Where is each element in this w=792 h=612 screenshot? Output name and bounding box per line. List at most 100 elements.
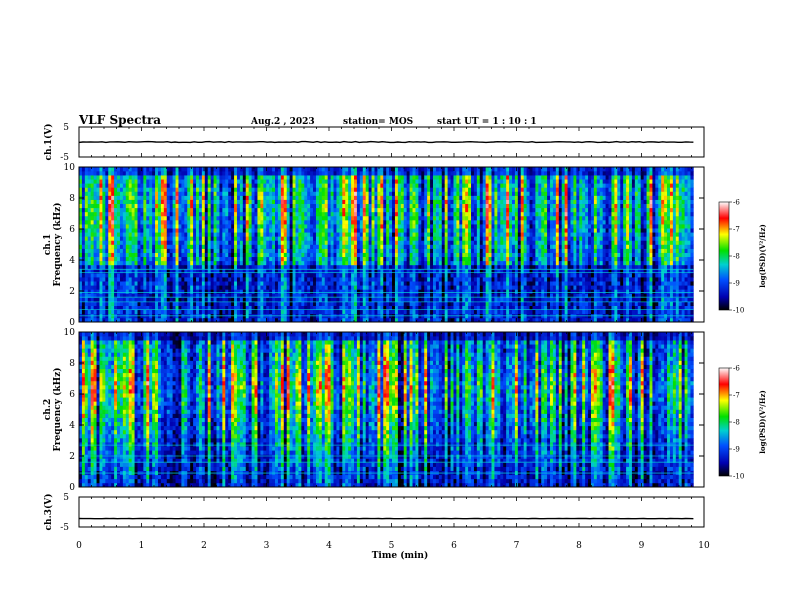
ch1-spectrogram-cell [392, 215, 396, 221]
ch1-spectrogram-cell [266, 199, 270, 205]
ch1-spectrogram-cell [190, 244, 194, 249]
ch1-spectrogram-cell [251, 268, 255, 274]
ch1-spectrogram-cell [380, 273, 384, 278]
ch1-spectrogram-cell [403, 179, 407, 184]
ch1-spectrogram-cell [210, 195, 214, 200]
ch1-spectrogram-cell [169, 236, 173, 241]
ch1-spectrogram-cell [400, 289, 405, 294]
ch1-spectrogram-cell [140, 248, 144, 253]
ch1-spectrogram-cell [336, 240, 340, 245]
ch1-spectrogram-cell [152, 240, 156, 245]
ch1-spectrogram-cell [175, 268, 179, 274]
ch1-spectrogram-cell [351, 215, 355, 221]
ch1-spectrogram-cell [105, 211, 109, 217]
ch1-spectrogram-cell [377, 207, 381, 213]
ch1-spectrogram-cell [301, 293, 305, 298]
ch1-spectrogram-cell [427, 175, 431, 180]
ch1-spectrogram-cell [450, 220, 454, 225]
ch1-spectrogram-cell [108, 236, 112, 241]
ch1-spectrogram-cell [137, 309, 141, 315]
ch1-spectrogram-cell [292, 199, 296, 205]
ch1-spectrogram-cell [222, 260, 226, 266]
ch1-spectrogram-cell [263, 215, 267, 221]
ch1-spectrogram-cell [137, 175, 141, 180]
ch1-spectrogram-cell [310, 248, 314, 253]
ch1-spectrogram-cell [222, 179, 226, 184]
ch1-spectrogram-cell [386, 252, 390, 258]
ch1-spectrogram-cell [184, 199, 188, 205]
ch1-spectrogram-cell [122, 281, 127, 286]
ch1-spectrogram-cell [441, 171, 445, 176]
ch1-spectrogram-cell [321, 256, 326, 262]
ch1-spectrogram-cell [254, 215, 258, 221]
ch1-spectrogram-cell [102, 187, 106, 192]
ch1-spectrogram-cell [216, 256, 220, 262]
ch1-spectrogram-cell [96, 179, 100, 184]
ch1-spectrogram-cell [196, 305, 200, 311]
ch1-spectrogram-cell [152, 268, 156, 274]
ch1-spectrogram-cell [275, 215, 279, 221]
ch1-spectrogram-cell [198, 171, 203, 176]
ch1-spectrogram-cell [435, 199, 440, 205]
ch1-spectrogram-cell [254, 167, 258, 172]
ch1-spectrogram-cell [242, 289, 247, 294]
ch1-spectrogram-cell [441, 228, 445, 233]
ch1-spectrogram-cell [438, 215, 443, 221]
ch1-spectrogram-cell [216, 244, 220, 249]
ch1-spectrogram-cell [99, 220, 103, 225]
ch1-spectrogram-cell [149, 297, 153, 302]
ch1-spectrogram-cell [380, 167, 384, 172]
ch1-spectrogram-cell [283, 224, 288, 229]
ch1-spectrogram-cell [345, 256, 349, 262]
ch1-spectrogram-cell [99, 281, 103, 286]
ch1-spectrogram-cell [114, 183, 118, 188]
ch1-spectrogram-cell [216, 220, 220, 225]
ch1-spectrogram-cell [160, 199, 165, 205]
ch1-spectrogram-cell [304, 179, 308, 184]
ch1-spectrogram-cell [96, 293, 100, 298]
ch1-spectrogram-cell [245, 293, 249, 298]
ch1-spectrogram-cell [248, 175, 252, 180]
ch1-spectrogram-cell [330, 248, 334, 253]
ch1-spectrogram-cell [356, 277, 361, 282]
ch1-spectrogram-cell [140, 171, 144, 176]
ch1-spectrogram-cell [339, 203, 343, 209]
ch1-spectrogram-cell [87, 211, 92, 217]
ch1-spectrogram-cell [447, 277, 451, 282]
ch1-spectrogram-cell [111, 187, 115, 192]
ch1-spectrogram-cell [155, 297, 159, 302]
ch1-spectrogram-cell [219, 281, 223, 286]
ch1-spectrogram-cell [321, 236, 326, 241]
ch1-spectrogram-cell [286, 171, 290, 176]
ch1-spectrogram-cell [424, 317, 428, 323]
ch1-spectrogram-cell [362, 175, 367, 180]
ch1-spectrogram-cell [234, 264, 238, 270]
ch1-spectrogram-cell [272, 309, 276, 315]
ch1-spectrogram-cell [245, 232, 249, 237]
ch1-spectrogram-cell [310, 183, 314, 188]
ch1-spectrogram-cell [260, 195, 264, 200]
ch1-spectrogram-cell [354, 248, 358, 253]
ch1-spectrogram-cell [424, 240, 428, 245]
ch1-spectrogram-cell [283, 191, 288, 196]
ch1-spectrogram-cell [222, 199, 226, 205]
ch1-spectrogram-cell [87, 203, 92, 209]
ch1-spectrogram-cell [231, 293, 235, 298]
ch1-spectrogram-cell [336, 281, 340, 286]
ch1-spectrogram-cell [275, 195, 279, 200]
ch1-spectrogram-cell [184, 220, 188, 225]
ch1-spectrogram-cell [412, 309, 416, 315]
ch1-spectrogram-cell [155, 244, 159, 249]
ch1-spectrogram-cell [377, 309, 381, 315]
ch1-spectrogram-cell [371, 195, 375, 200]
ch1-spectrogram-cell [333, 232, 337, 237]
ch1-spectrogram-cell [324, 215, 328, 221]
ch1-spectrogram-cell [99, 252, 103, 258]
ch1-spectrogram-cell [81, 228, 86, 233]
ch1-spectrogram-cell [196, 232, 200, 237]
ch1-spectrogram-cell [222, 167, 226, 172]
ch1-spectrogram-cell [292, 248, 296, 253]
ch1-spectrogram-cell [371, 207, 375, 213]
ch1-spectrogram-cell [301, 305, 305, 311]
ch1-spectrogram-cell [283, 199, 288, 205]
